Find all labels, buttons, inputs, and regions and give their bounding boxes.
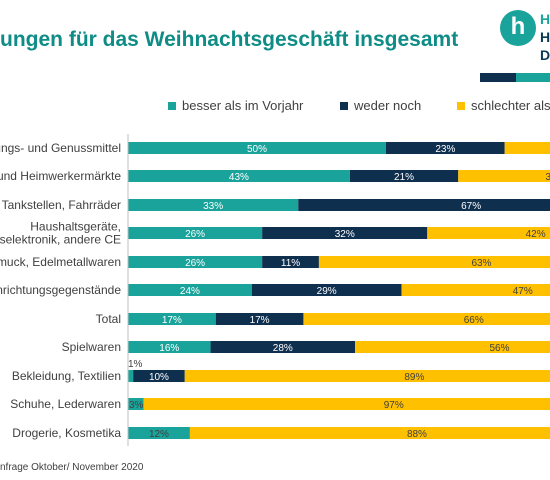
category-label: Schuhe, Lederwaren	[10, 397, 121, 411]
bar-segment	[128, 398, 144, 410]
bar-segment	[401, 284, 550, 296]
data-label: 42%	[526, 229, 546, 240]
data-label: 26%	[185, 229, 205, 240]
data-label: 50%	[247, 144, 267, 155]
data-label: 3%	[129, 400, 144, 411]
bar-segment	[386, 142, 505, 154]
bar-segment	[128, 256, 263, 268]
bar-segment	[128, 313, 216, 325]
data-label: 24%	[180, 286, 200, 297]
data-label: 36	[546, 172, 550, 183]
logo-bar-dark	[480, 73, 516, 82]
data-label: 11%	[281, 258, 300, 269]
bar-segment	[128, 284, 252, 296]
bar-segment	[128, 370, 134, 382]
bar-segment	[504, 142, 550, 154]
data-label: 21%	[394, 172, 414, 183]
bar-segment	[133, 370, 185, 382]
legend-label-besser: besser als im Vorjahr	[182, 98, 304, 113]
data-label: 17%	[250, 315, 270, 326]
bar-segment	[189, 427, 550, 439]
data-label: 29%	[317, 286, 337, 297]
chart-title: ungen für das Weihnachtsgeschäft insgesa…	[0, 28, 459, 51]
bar-segment	[458, 170, 550, 182]
logo-bar-teal	[516, 73, 550, 82]
category-label: Spielwaren	[62, 340, 121, 354]
category-label: Drogerie, Kosmetika	[12, 426, 121, 440]
data-label: 1%	[128, 359, 143, 370]
category-label: gselektronik, andere CE	[0, 233, 121, 247]
footnote: nfrage Oktober/ November 2020	[0, 462, 144, 473]
bar-segment	[349, 170, 459, 182]
data-label: 89%	[404, 372, 424, 383]
data-label: 88%	[407, 429, 427, 440]
bar-segment	[251, 284, 402, 296]
bar-segment	[184, 370, 550, 382]
data-label: 97%	[384, 400, 404, 411]
bar-segment	[318, 256, 550, 268]
legend-label-schlechter: schlechter als i	[471, 98, 550, 113]
logo-icon: h	[500, 10, 536, 46]
logo-line-1: H	[540, 11, 550, 27]
bar-segment	[210, 341, 356, 353]
logo-wordmark: H H De	[540, 10, 550, 64]
data-label: 28%	[273, 343, 293, 354]
category-label: Haushaltsgeräte,	[30, 220, 121, 234]
bar-segment	[128, 170, 350, 182]
legend-item-besser: besser als im Vorjahr	[168, 98, 303, 113]
data-label: 17%	[162, 315, 182, 326]
legend-label-weder: weder noch	[354, 98, 422, 113]
category-label: nrichtungsgegenstände	[0, 283, 121, 297]
data-label: 67%	[461, 201, 481, 212]
bar-segment	[262, 227, 428, 239]
bar-segment	[128, 227, 263, 239]
bar-segment	[128, 142, 386, 154]
data-label: 16%	[159, 343, 179, 354]
bar-segment	[355, 341, 550, 353]
legend-item-weder: weder noch	[340, 98, 421, 113]
category-label: Total	[96, 312, 121, 326]
bar-segment	[262, 256, 319, 268]
legend-item-schlechter: schlechter als i	[457, 98, 550, 113]
bar-segment	[128, 427, 190, 439]
legend-swatch-schlechter	[457, 101, 465, 110]
bar-segment	[128, 199, 299, 211]
data-label: 43%	[229, 172, 249, 183]
bar-segment	[143, 398, 550, 410]
data-label: 33%	[203, 201, 223, 212]
bar-segment	[427, 227, 550, 239]
bar-segment	[298, 199, 550, 211]
bar-segment	[215, 313, 304, 325]
data-label: 63%	[471, 258, 491, 269]
data-label: 10%	[149, 372, 169, 383]
chart-legend: besser als im Vorjahr weder noch schlech…	[0, 98, 550, 118]
data-label: 32%	[335, 229, 355, 240]
bar-segment	[128, 341, 211, 353]
data-label: 26%	[185, 258, 205, 269]
legend-swatch-besser	[168, 101, 176, 110]
category-label: Bekleidung, Textilien	[12, 369, 121, 383]
logo-line-3: De	[540, 47, 550, 63]
category-label: muck, Edelmetallwaren	[0, 255, 121, 269]
data-label: 56%	[490, 343, 510, 354]
data-label: 66%	[464, 315, 484, 326]
bar-segment	[303, 313, 550, 325]
category-label: und Heimwerkermärkte	[0, 169, 121, 183]
logo-line-2: H	[540, 29, 550, 45]
data-label: 12%	[149, 429, 169, 440]
category-label: Tankstellen, Fahrräder	[2, 198, 121, 212]
data-label: 23%	[435, 144, 455, 155]
legend-swatch-weder	[340, 101, 348, 110]
category-label: ungs- und Genussmittel	[0, 141, 121, 155]
data-label: 47%	[513, 286, 533, 297]
